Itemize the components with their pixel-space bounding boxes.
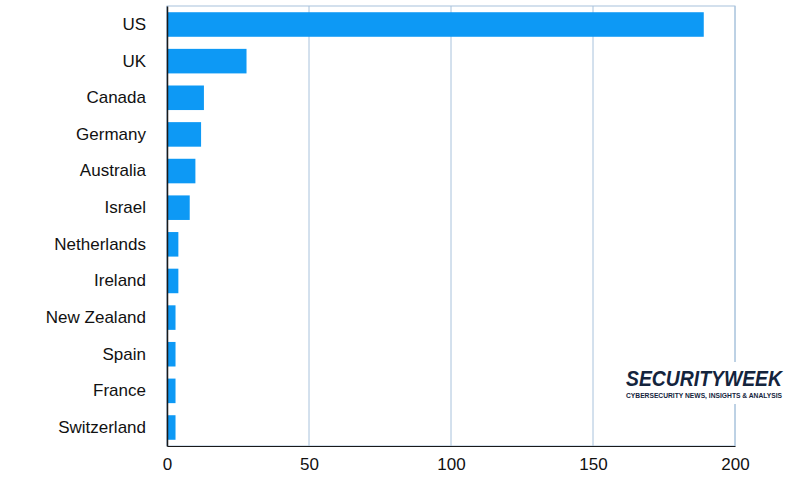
bar [167, 415, 176, 440]
category-label: Israel [104, 198, 146, 217]
bar [167, 12, 704, 37]
watermark-subtitle: CYBERSECURITY NEWS, INSIGHTS & ANALYSIS [626, 392, 782, 400]
bar [167, 122, 201, 147]
category-label: Spain [103, 345, 146, 364]
chart-container: 0 50 100 150 200 US UK Canada Germany Australia Is… [0, 0, 800, 482]
category-axis: US UK Canada Germany Australia Israel Netherla… [46, 7, 168, 447]
tick-label: 200 [721, 455, 749, 474]
bar [167, 232, 178, 257]
value-axis: 0 50 100 150 200 [163, 446, 750, 474]
grid-line [167, 6, 168, 446]
watermark-title: SECURITYWEEK [626, 366, 784, 391]
category-label: France [93, 381, 146, 400]
tick-label: 150 [579, 455, 607, 474]
bar [167, 305, 176, 330]
chart-svg: 0 50 100 150 200 US UK Canada Germany Australia Is… [0, 0, 800, 482]
grid-line [309, 6, 310, 446]
tick: 150 [579, 446, 607, 474]
bar [167, 379, 176, 404]
bar [167, 86, 204, 111]
tick: Netherlands [54, 235, 146, 254]
tick: 50 [300, 446, 319, 474]
tick: 0 [163, 446, 172, 474]
tick: Germany [76, 125, 146, 144]
category-label: Canada [86, 88, 146, 107]
bar [167, 49, 247, 74]
tick: 200 [721, 446, 749, 474]
axis-line [167, 7, 169, 447]
category-label: Ireland [94, 271, 146, 290]
grid-line [593, 6, 594, 446]
tick-label: 50 [300, 455, 319, 474]
watermark-background [620, 362, 788, 404]
bar [167, 159, 195, 184]
tick: Israel [104, 198, 146, 217]
tick: Switzerland [58, 418, 146, 437]
axis-line [168, 446, 736, 447]
category-label: UK [122, 52, 146, 71]
tick: France [93, 381, 146, 400]
tick-label: 100 [437, 455, 465, 474]
tick: Spain [103, 345, 146, 364]
category-label: New Zealand [46, 308, 146, 327]
tick: 100 [437, 446, 465, 474]
tick: Ireland [94, 271, 146, 290]
grid-line [451, 6, 452, 446]
category-label: Germany [76, 125, 146, 144]
category-label: Switzerland [58, 418, 146, 437]
category-label: Netherlands [54, 235, 146, 254]
tick: New Zealand [46, 308, 146, 327]
tick: US [122, 15, 146, 34]
bar [167, 195, 190, 220]
bar [167, 342, 176, 367]
tick-label: 0 [163, 455, 172, 474]
bar [167, 269, 178, 294]
category-label: US [122, 15, 146, 34]
watermark: SECURITYWEEKCYBERSECURITY NEWS, INSIGHTS… [620, 362, 788, 404]
tick: Canada [86, 88, 146, 107]
tick: Australia [80, 161, 147, 180]
category-label: Australia [80, 161, 147, 180]
tick: UK [122, 52, 146, 71]
